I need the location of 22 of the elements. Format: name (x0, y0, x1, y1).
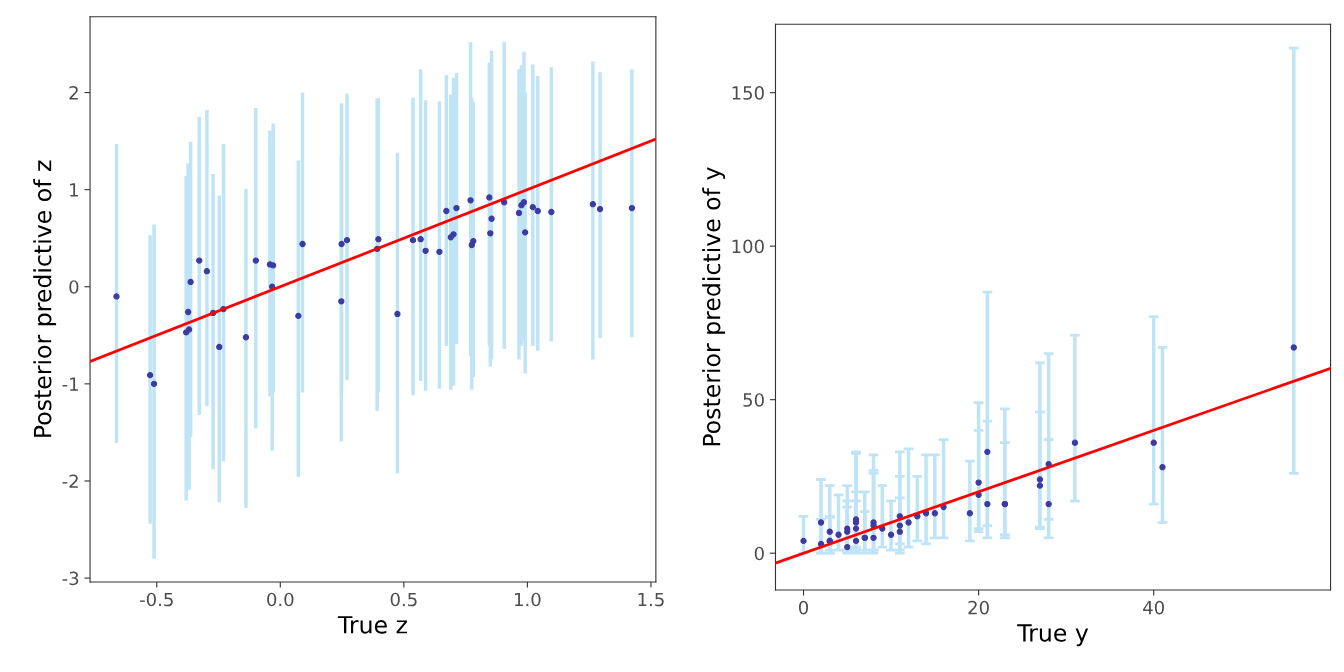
y-axis-title: Posterior predictive of y (702, 167, 726, 446)
y-tick-label: 100 (732, 239, 764, 254)
y-tick-label: 150 (732, 86, 764, 100)
y-tick-label: 1 (70, 183, 78, 197)
y-tick-label: -1 (62, 377, 78, 391)
y-tick-label: 2 (69, 86, 78, 100)
x-tick-label: 0 (798, 600, 809, 615)
y-tick-label: 0 (69, 280, 79, 294)
x-axis-title: True y (1017, 624, 1089, 647)
y-axis-title: Posterior predictive of z (33, 160, 57, 437)
x-tick-label: 40 (1143, 600, 1164, 615)
y-tick-label: -3 (62, 571, 79, 586)
x-tick-label: 0.0 (267, 592, 294, 607)
x-tick-label: -0.5 (140, 592, 173, 607)
y-tick-label: -2 (62, 474, 78, 488)
x-tick-label: 0.5 (390, 592, 417, 607)
x-tick-label: 1.0 (515, 592, 541, 607)
y-tick-label: 50 (743, 393, 764, 407)
x-axis-title: True z (337, 616, 407, 634)
y-tick-label: 0 (754, 546, 764, 561)
x-tick-label: 20 (968, 600, 989, 615)
x-tick-label: 1.5 (638, 592, 664, 607)
